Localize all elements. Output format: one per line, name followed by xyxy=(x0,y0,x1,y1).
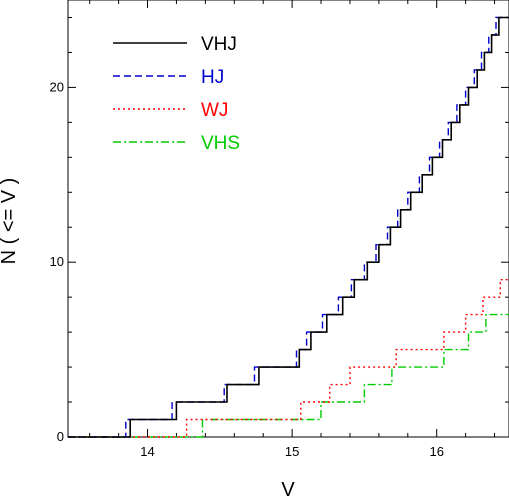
x-axis-title: V xyxy=(281,479,295,498)
series-line-vhs xyxy=(68,313,509,438)
x-axis: 14 15 16 xyxy=(89,0,496,459)
series-line-hj xyxy=(68,16,509,438)
y-tick-label: 0 xyxy=(57,429,64,444)
plot-frame xyxy=(67,0,509,438)
legend-label-wj: WJ xyxy=(201,100,228,121)
y-tick-label: 20 xyxy=(50,79,64,94)
legend-label-hj: HJ xyxy=(201,67,224,88)
x-tick-label: 16 xyxy=(429,444,443,459)
legend: VHJ HJ WJ VHS xyxy=(113,34,240,154)
x-tick-label: 14 xyxy=(140,444,154,459)
x-tick-label: 15 xyxy=(285,444,299,459)
series-line-wj xyxy=(68,279,509,438)
legend-label-vhj: VHJ xyxy=(201,34,237,55)
series-lines xyxy=(68,16,509,438)
y-axis-title: N ( <= V ) xyxy=(0,178,20,265)
series-line-vhj xyxy=(68,16,509,438)
y-tick-label: 10 xyxy=(50,254,64,269)
legend-label-vhs: VHS xyxy=(201,133,240,154)
y-axis: 0 10 20 xyxy=(50,16,509,444)
